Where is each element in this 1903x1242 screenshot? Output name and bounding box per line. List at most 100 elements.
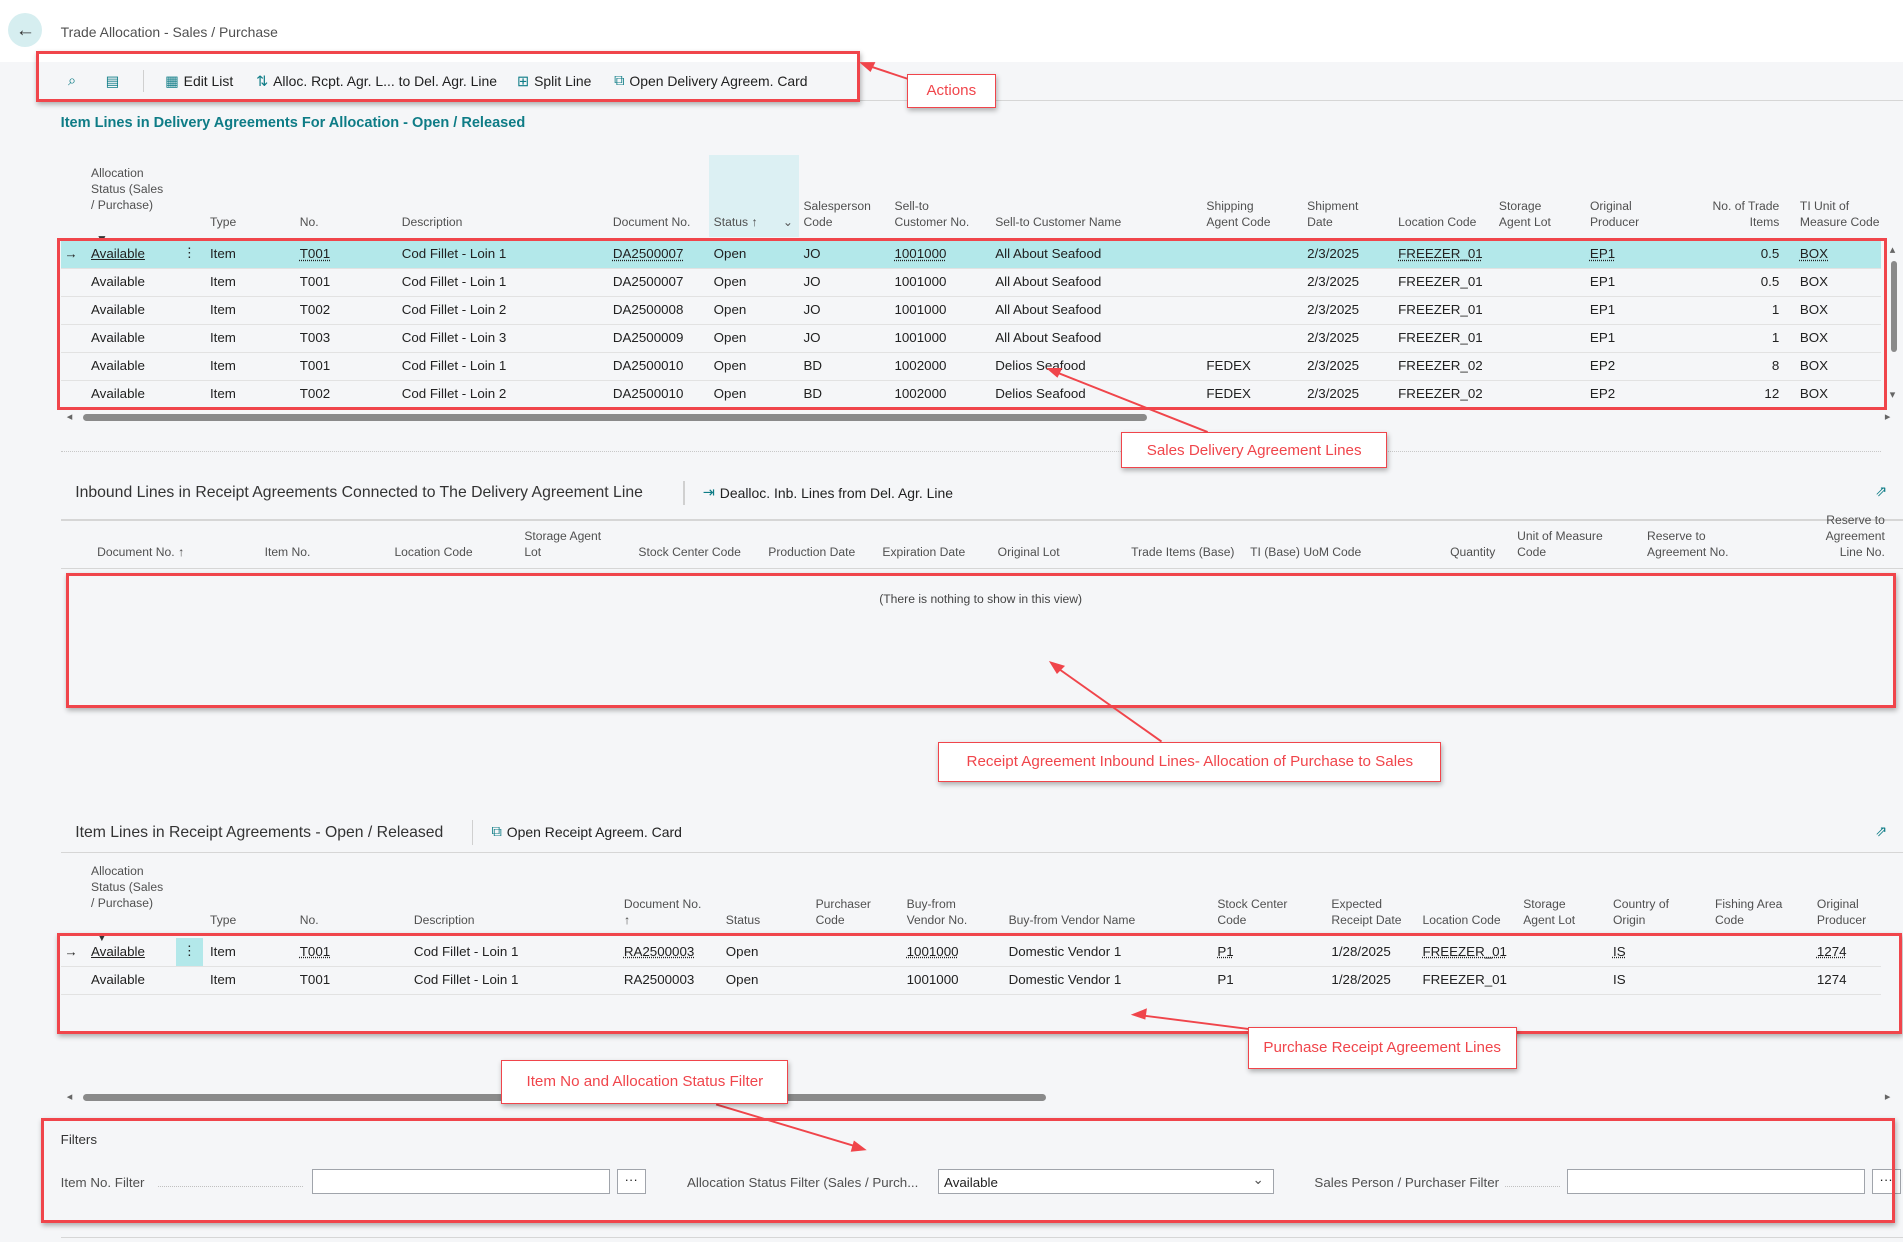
column-header[interactable]: Allocation Status (Sales / Purchase)	[91, 166, 164, 212]
column-header[interactable]: Shipping Agent Code	[1206, 199, 1271, 229]
table-row[interactable]: Available Item T001 Cod Fillet - Loin 1 DA25…	[60, 268, 1882, 298]
column-header[interactable]: TI (Base) UoM Code	[1250, 544, 1362, 559]
column-header[interactable]: Unit of Measure Code	[1517, 529, 1603, 559]
edit-list-button[interactable]: ▦ Edit List	[165, 73, 233, 90]
column-header[interactable]: Document No. ↑	[97, 544, 185, 559]
table-cell: P1	[1217, 972, 1234, 988]
table-cell: 2/3/2025	[1307, 358, 1360, 374]
table-cell[interactable]: DA2500007	[612, 246, 684, 262]
table-cell[interactable]: T001	[299, 246, 331, 262]
column-header[interactable]: Location Code	[1422, 912, 1501, 927]
column-header[interactable]: Purchaser Code	[815, 896, 871, 927]
column-header[interactable]: Description	[401, 214, 463, 229]
row-menu-button[interactable]: ⋮	[182, 245, 196, 261]
column-header[interactable]: Location Code	[1398, 214, 1477, 229]
table-cell[interactable]: 1001000	[906, 944, 959, 960]
column-header[interactable]: Original Lot	[997, 544, 1060, 559]
column-header[interactable]: Document No.	[612, 214, 691, 229]
column-header[interactable]: Expected Receipt Date	[1331, 896, 1402, 927]
scroll-left-icon[interactable]: ◂	[66, 411, 73, 424]
table-cell[interactable]: RA2500003	[623, 944, 695, 960]
filter-icon[interactable]: ▼	[95, 929, 108, 944]
chevron-down-icon[interactable]: ⌄	[782, 214, 793, 229]
column-header[interactable]: Description	[413, 912, 475, 927]
scroll-up-icon[interactable]: ▴	[1889, 243, 1896, 256]
scroll-right-icon[interactable]: ▸	[1884, 411, 1891, 424]
column-header[interactable]: No.	[299, 912, 319, 927]
column-header[interactable]: Allocation Status (Sales / Purchase)	[91, 864, 164, 910]
column-header[interactable]: Reserve to Agreement No.	[1646, 529, 1729, 559]
column-header[interactable]: Status ↑	[713, 214, 758, 229]
column-header[interactable]: Stock Center Code	[1217, 896, 1288, 927]
table-row[interactable]: Available Item T003 Cod Fillet - Loin 3 DA25…	[60, 324, 1882, 353]
table-row[interactable]: Available Item T001 Cod Fillet - Loin 1 RA25…	[60, 966, 1882, 995]
column-header[interactable]: Location Code	[394, 544, 473, 559]
column-header[interactable]: Original Producer	[1589, 199, 1640, 229]
column-header[interactable]: Trade Items (Base)	[1131, 544, 1235, 559]
column-header[interactable]: Stock Center Code	[638, 544, 741, 559]
table-cell[interactable]: FREEZER_01	[1398, 246, 1483, 262]
table-cell[interactable]: T001	[299, 944, 331, 960]
horizontal-scrollbar[interactable]	[82, 413, 1147, 422]
search-button[interactable]: ⌕	[68, 73, 76, 89]
row-menu-button[interactable]: ⋮	[175, 938, 203, 967]
item-no-lookup-button[interactable]: ···	[616, 1168, 646, 1195]
column-header[interactable]: Status	[725, 912, 761, 927]
vertical-scrollbar[interactable]	[1890, 260, 1897, 352]
alloc-status-filter-select[interactable]: Available ⌄	[938, 1168, 1275, 1195]
item-no-filter-input[interactable]	[311, 1168, 611, 1195]
layout-button[interactable]: ▤	[106, 73, 120, 90]
scroll-right-icon[interactable]: ▸	[1884, 1090, 1891, 1103]
column-header[interactable]: Quantity	[1450, 544, 1496, 559]
column-header[interactable]: Buy-from Vendor Name	[1008, 912, 1136, 927]
open-receipt-card-button[interactable]: ⧉ Open Receipt Agreem. Card	[492, 824, 682, 840]
table-cell[interactable]: Available	[91, 246, 145, 262]
column-header[interactable]: Expiration Date	[882, 544, 966, 559]
open-delivery-card-button[interactable]: ⧉ Open Delivery Agreem. Card	[614, 73, 807, 89]
table-cell: 1	[1771, 330, 1780, 346]
table-row[interactable]: Available Item T002 Cod Fillet - Loin 2 DA25…	[60, 296, 1882, 326]
dealloc-button[interactable]: ⇥ Dealloc. Inb. Lines from Del. Agr. Line	[703, 484, 953, 502]
column-header[interactable]: No. of Trade Items	[1712, 199, 1780, 229]
table-row[interactable]: → ⋮ Available Item T001 Cod Fillet - Loin 1 RA…	[60, 938, 1882, 968]
table-cell[interactable]: FREEZER_01	[1422, 944, 1507, 960]
column-header[interactable]: Document No. ↑	[623, 896, 702, 927]
column-header[interactable]: No.	[299, 214, 319, 229]
column-header[interactable]: TI Unit of Measure Code	[1799, 199, 1880, 229]
column-header[interactable]: Storage Agent Lot	[1498, 199, 1551, 229]
scroll-left-icon[interactable]: ◂	[66, 1090, 73, 1103]
table-cell[interactable]: P1	[1217, 944, 1234, 960]
column-header[interactable]: Storage Agent Lot	[1523, 896, 1576, 927]
column-header[interactable]: Salesperson Code	[803, 199, 871, 229]
column-header[interactable]: Reserve to Agreement Line No.	[1825, 513, 1885, 559]
table-cell[interactable]: IS	[1612, 944, 1626, 960]
column-header[interactable]: Sell-to Customer No.	[894, 199, 970, 229]
column-header[interactable]: Country of Origin	[1613, 896, 1669, 927]
column-header[interactable]: Shipment Date	[1307, 199, 1359, 229]
share-icon[interactable]: ⇗	[1875, 484, 1888, 501]
table-row[interactable]: → ⋮ Available Item T001 Cod Fillet - Loin 1 DA…	[60, 240, 1882, 270]
column-header[interactable]: Buy-from Vendor No.	[906, 896, 968, 927]
column-header[interactable]: Sell-to Customer Name	[995, 214, 1122, 229]
table-cell[interactable]: EP1	[1589, 246, 1616, 262]
column-header[interactable]: Storage Agent Lot	[524, 529, 602, 559]
table-row[interactable]: Available Item T001 Cod Fillet - Loin 1 DA25…	[60, 352, 1882, 381]
column-header[interactable]: Original Producer	[1816, 896, 1867, 927]
scroll-down-icon[interactable]: ▾	[1889, 389, 1896, 402]
table-cell[interactable]: 1001000	[894, 246, 947, 262]
back-button[interactable]: ←	[8, 13, 43, 48]
alloc-button[interactable]: ⇅ Alloc. Rcpt. Agr. L... to Del. Agr. Lin…	[256, 73, 497, 90]
divider	[472, 820, 474, 845]
column-header[interactable]: Production Date	[768, 544, 856, 559]
column-header[interactable]: Type	[209, 214, 237, 229]
table-cell[interactable]: BOX	[1799, 246, 1829, 262]
split-line-button[interactable]: ⊞ Split Line	[517, 73, 591, 90]
column-header[interactable]: Item No.	[264, 544, 311, 559]
share-icon[interactable]: ⇗	[1875, 823, 1888, 840]
table-cell[interactable]: Available	[91, 944, 145, 960]
table-cell[interactable]: 1274	[1816, 944, 1847, 960]
salesperson-filter-input[interactable]	[1566, 1168, 1866, 1195]
salesperson-lookup-button[interactable]: ···	[1871, 1168, 1901, 1195]
column-header[interactable]: Type	[209, 912, 237, 927]
column-header[interactable]: Fishing Area Code	[1714, 896, 1783, 927]
